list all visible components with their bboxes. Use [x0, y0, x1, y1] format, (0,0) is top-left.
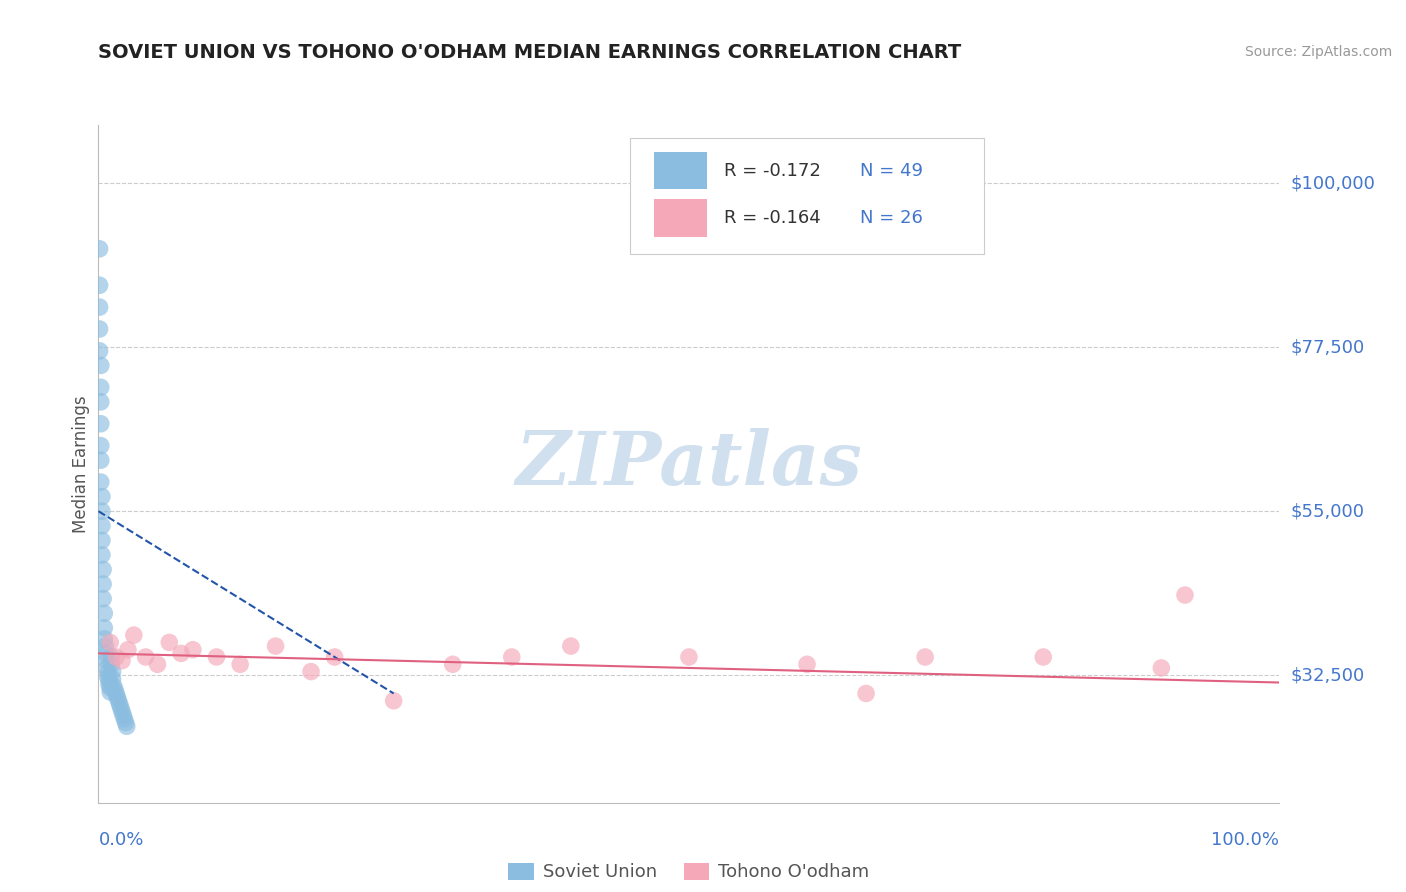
Point	[299, 665, 322, 679]
Point	[90, 359, 112, 373]
Point	[89, 300, 111, 314]
Point	[108, 698, 131, 712]
Text: SOVIET UNION VS TOHONO O'ODHAM MEDIAN EARNINGS CORRELATION CHART: SOVIET UNION VS TOHONO O'ODHAM MEDIAN EA…	[98, 44, 962, 62]
Text: N = 49: N = 49	[860, 162, 924, 180]
Point	[1032, 650, 1054, 665]
Point	[94, 646, 117, 660]
Point	[90, 395, 112, 409]
Text: $55,000: $55,000	[1291, 502, 1365, 520]
Point	[103, 679, 125, 693]
Point	[89, 343, 111, 358]
Point	[98, 685, 121, 699]
Point	[157, 635, 180, 649]
Text: R = -0.164: R = -0.164	[724, 210, 821, 227]
Point	[93, 632, 115, 646]
Point	[98, 681, 121, 695]
Point	[90, 380, 112, 394]
Text: ZIPatlas: ZIPatlas	[516, 427, 862, 500]
Point	[93, 621, 115, 635]
Point	[100, 650, 122, 665]
Point	[98, 678, 121, 692]
Point	[91, 533, 114, 548]
Point	[112, 712, 135, 726]
Text: N = 26: N = 26	[860, 210, 924, 227]
Point	[104, 682, 127, 697]
Point	[111, 654, 134, 668]
Point	[91, 548, 114, 562]
Point	[855, 686, 877, 700]
Point	[93, 607, 115, 621]
Point	[90, 417, 112, 431]
Point	[110, 701, 132, 715]
Point	[91, 504, 114, 518]
Point	[91, 591, 114, 606]
Text: Source: ZipAtlas.com: Source: ZipAtlas.com	[1244, 45, 1392, 59]
Point	[914, 650, 936, 665]
Point	[91, 562, 114, 576]
Point	[678, 650, 700, 665]
FancyBboxPatch shape	[630, 138, 984, 253]
Text: $77,500: $77,500	[1291, 338, 1365, 356]
Point	[105, 650, 128, 665]
Point	[205, 650, 228, 665]
Text: R = -0.172: R = -0.172	[724, 162, 821, 180]
Point	[441, 657, 464, 672]
Text: 0.0%: 0.0%	[98, 830, 143, 848]
FancyBboxPatch shape	[654, 200, 707, 236]
Point	[100, 657, 122, 672]
Point	[117, 642, 139, 657]
Point	[323, 650, 346, 665]
Text: 100.0%: 100.0%	[1212, 830, 1279, 848]
Point	[115, 719, 138, 733]
Point	[90, 439, 112, 453]
Point	[181, 642, 204, 657]
Point	[90, 453, 112, 467]
Point	[107, 694, 129, 708]
FancyBboxPatch shape	[654, 152, 707, 189]
Point	[264, 639, 287, 653]
Y-axis label: Median Earnings: Median Earnings	[72, 395, 90, 533]
Point	[560, 639, 582, 653]
Point	[98, 673, 121, 688]
Point	[382, 694, 405, 708]
Point	[90, 475, 112, 489]
Point	[96, 661, 118, 675]
Point	[98, 635, 121, 649]
Point	[101, 672, 124, 686]
Point	[91, 518, 114, 533]
Point	[1150, 661, 1173, 675]
Legend: Soviet Union, Tohono O'odham: Soviet Union, Tohono O'odham	[502, 855, 876, 888]
Point	[89, 242, 111, 256]
Point	[1174, 588, 1197, 602]
Point	[111, 705, 134, 719]
Point	[97, 666, 120, 681]
Point	[229, 657, 252, 672]
Point	[501, 650, 523, 665]
Point	[97, 670, 120, 684]
Point	[135, 650, 157, 665]
Point	[89, 322, 111, 336]
Point	[114, 715, 136, 730]
Text: $100,000: $100,000	[1291, 174, 1375, 192]
Point	[170, 646, 193, 660]
Point	[146, 657, 169, 672]
Point	[91, 490, 114, 504]
Point	[96, 654, 118, 668]
Point	[122, 628, 145, 642]
Point	[105, 690, 128, 705]
Point	[112, 708, 135, 723]
Text: $32,500: $32,500	[1291, 666, 1365, 684]
Point	[796, 657, 818, 672]
Point	[101, 665, 124, 679]
Point	[91, 577, 114, 591]
Point	[94, 639, 117, 653]
Point	[105, 686, 128, 700]
Point	[89, 278, 111, 293]
